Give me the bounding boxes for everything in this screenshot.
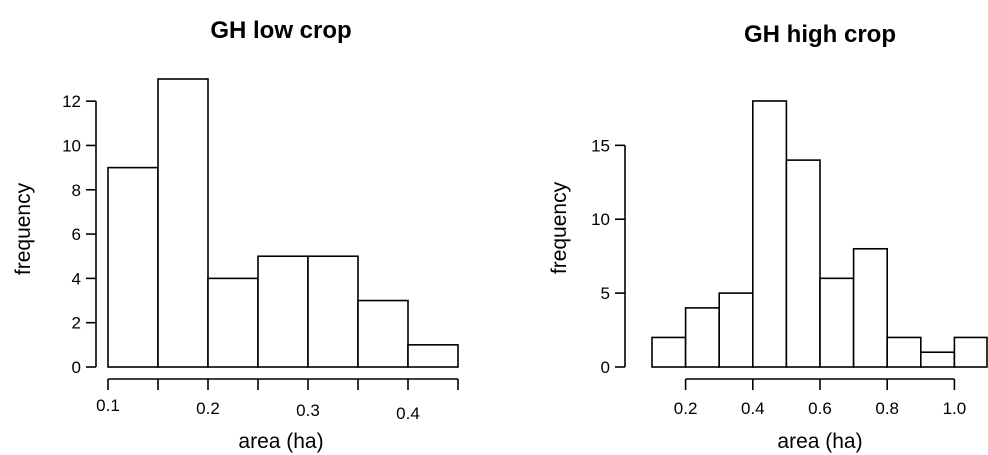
x-tick-label-2: 0.6 (808, 399, 832, 418)
histogram-panel-low-crop: GH low crop area (ha) frequency 0 2 4 6 8 10 1… (12, 17, 459, 453)
y-tick-label-3: 6 (72, 225, 81, 244)
histogram-panel-high-crop: GH high crop area (ha) frequency 051015 … (548, 21, 988, 453)
bar-4 (785, 159, 821, 368)
bar-3 (257, 255, 309, 368)
bar-1 (157, 78, 209, 368)
bar-5 (819, 277, 855, 368)
chart-title: GH high crop (744, 21, 896, 48)
y-tick-label-1: 5 (601, 284, 610, 303)
bar-0 (107, 166, 159, 368)
y-axis: 0 2 4 6 8 10 12 (62, 92, 97, 377)
y-axis-label: frequency (12, 182, 35, 275)
bar-8 (919, 351, 956, 368)
y-tick-label-4: 8 (72, 181, 81, 200)
chart-title: GH low crop (210, 17, 351, 44)
y-axis: 0 5 10 15 (591, 136, 626, 377)
x-tick-label-2: 0.2 (196, 399, 220, 418)
x-axis: 0.1 0.2 0.3 0.4 (96, 378, 459, 423)
bar-4 (307, 255, 359, 368)
x-tick-label-4: 1.0 (943, 399, 967, 418)
x-tick-label-1: 0.4 (741, 399, 765, 418)
bar-6 (407, 344, 459, 368)
bar-3 (751, 100, 788, 368)
x-tick-label-4: 0.3 (296, 401, 320, 420)
bar-9 (953, 336, 988, 368)
bar-5 (357, 299, 409, 368)
bars (107, 78, 459, 368)
y-tick-label-3: 15 (591, 136, 610, 155)
x-tick-label-6: 0.4 (396, 404, 420, 423)
bar-2 (207, 277, 259, 368)
x-axis: 0.2 0.4 0.6 0.8 1.0 (674, 378, 967, 418)
x-axis-label: area (ha) (238, 430, 323, 453)
x-tick-label-0: 0.2 (674, 399, 698, 418)
y-tick-label-1: 2 (72, 314, 81, 333)
bar-2 (718, 292, 754, 368)
y-tick-label-2: 10 (591, 210, 610, 229)
y-tick-label-6: 12 (62, 92, 81, 111)
bar-0 (651, 336, 687, 368)
y-tick-label-0: 0 (601, 358, 610, 377)
y-axis-label: frequency (548, 181, 571, 274)
bar-7 (886, 336, 922, 368)
x-tick-label-0: 0.1 (96, 396, 120, 415)
bar-1 (684, 307, 720, 368)
bars (651, 100, 988, 368)
y-tick-label-5: 10 (62, 136, 81, 155)
bar-6 (852, 247, 888, 368)
y-tick-label-0: 0 (72, 358, 81, 377)
x-axis-label: area (ha) (777, 430, 862, 453)
y-tick-label-2: 4 (72, 269, 81, 288)
x-tick-label-3: 0.8 (875, 399, 899, 418)
